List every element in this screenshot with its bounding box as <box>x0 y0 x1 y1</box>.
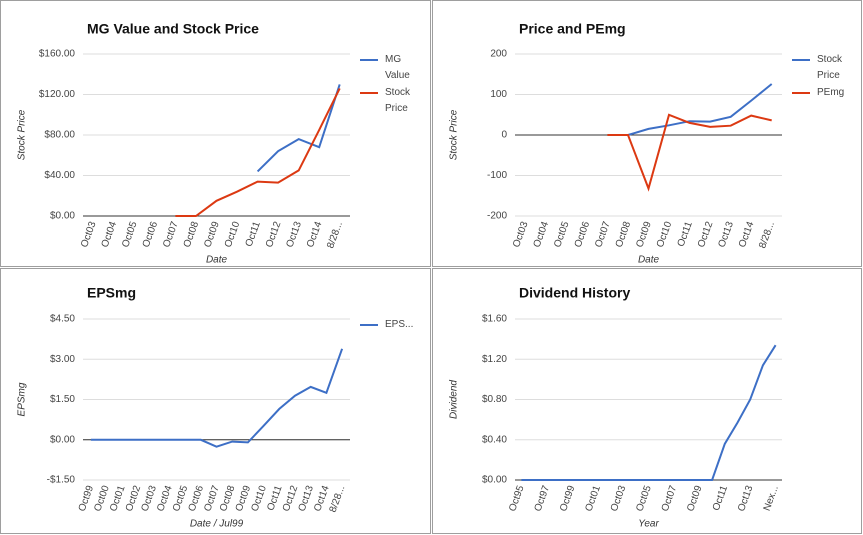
x-axis-label: Date / Jul99 <box>190 519 244 530</box>
y-tick-label: 200 <box>490 49 507 60</box>
y-tick-label: $1.20 <box>482 354 507 365</box>
y-tick-label: $3.00 <box>50 354 75 365</box>
y-axis-label: EPSmg <box>17 382 28 416</box>
series-line <box>607 113 772 192</box>
chart-title: EPSmg <box>87 285 136 301</box>
chart-title: MG Value and Stock Price <box>87 21 259 37</box>
chart-title: Price and PEmg <box>519 21 626 37</box>
y-tick-label: -200 <box>487 211 507 222</box>
x-axis-label: Date <box>638 255 660 266</box>
legend-entry: PEmg <box>817 87 845 98</box>
y-axis-label: Dividend <box>449 380 460 419</box>
series-line <box>627 83 773 136</box>
legend-label: PEmg <box>817 87 845 98</box>
legend-label: EPS... <box>385 319 414 330</box>
x-axis-label: Date <box>206 255 228 266</box>
y-tick-label: $0.00 <box>50 211 75 222</box>
panel <box>432 0 862 267</box>
legend-label: Stock Price <box>385 87 411 114</box>
y-tick-label: $1.60 <box>482 314 507 325</box>
y-tick-label: $80.00 <box>44 130 75 141</box>
y-tick-label: $1.50 <box>50 394 75 405</box>
series-line <box>256 84 341 173</box>
y-tick-label: 100 <box>490 89 507 100</box>
legend-label: MG Value <box>385 54 410 81</box>
y-tick-label: 0 <box>501 130 507 141</box>
x-axis-label: Year <box>638 519 659 530</box>
y-axis-label: Stock Price <box>449 109 460 160</box>
y-axis-label: Stock Price <box>17 109 28 160</box>
series-line <box>521 344 777 481</box>
y-tick-label: $160.00 <box>39 49 76 60</box>
y-tick-label: $0.80 <box>482 394 507 405</box>
legend-label: Stock Price <box>817 54 843 81</box>
legend-entry: Stock Price <box>817 54 843 81</box>
y-tick-label: $0.40 <box>482 434 507 445</box>
legend-entry: Stock Price <box>385 87 411 114</box>
y-tick-label: $40.00 <box>44 170 75 181</box>
y-tick-label: $0.00 <box>482 475 507 486</box>
chart: Dividend History $0.00 $0.40 $0.80 $1.20 $1.6… <box>449 285 782 530</box>
series-line <box>175 87 341 217</box>
series-line <box>90 348 344 448</box>
y-tick-label: $0.00 <box>50 434 75 445</box>
y-tick-label: $120.00 <box>39 89 76 100</box>
panel <box>0 0 431 267</box>
legend-entry: MG Value <box>385 54 410 81</box>
chart-title: Dividend History <box>519 285 630 301</box>
panel <box>0 268 431 534</box>
legend-entry: EPS... <box>385 319 414 330</box>
y-tick-label: $4.50 <box>50 314 75 325</box>
panel <box>432 268 862 534</box>
y-tick-label: -$1.50 <box>47 475 76 486</box>
y-tick-label: -100 <box>487 170 507 181</box>
